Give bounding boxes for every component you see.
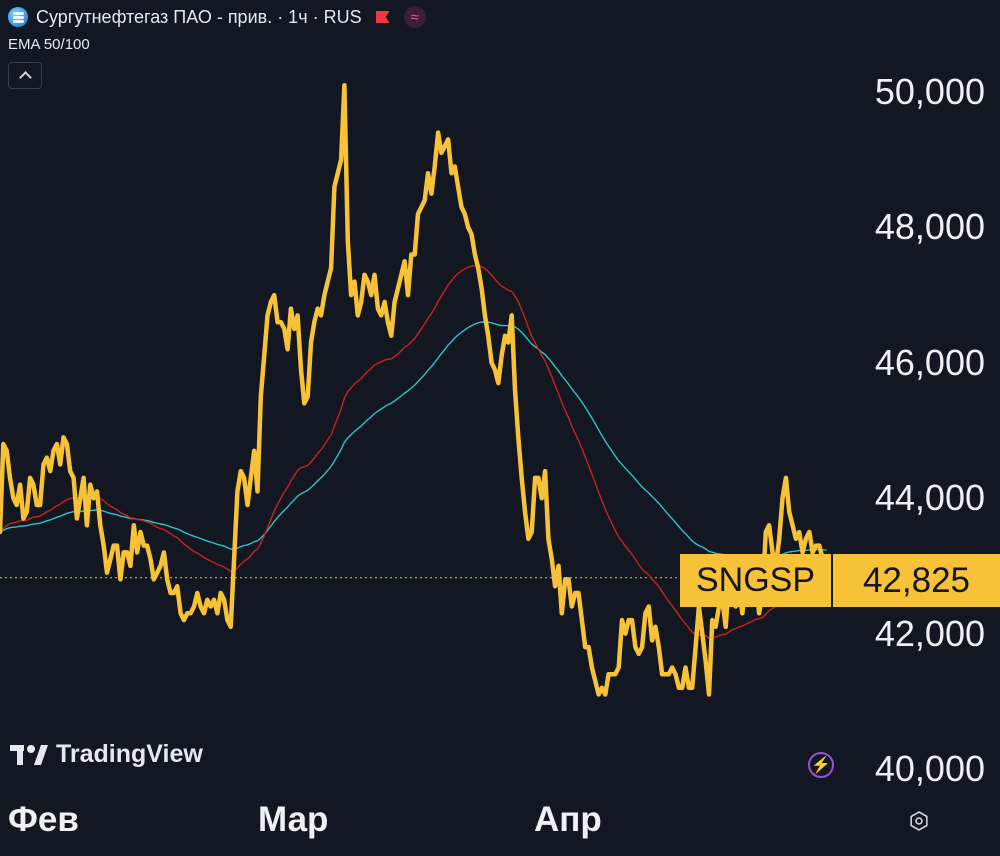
y-tick-label: 40,000 [874,748,985,789]
flag-icon[interactable] [375,11,390,23]
tradingview-logo-icon [10,744,48,765]
indicator-label[interactable]: EMA 50/100 [8,36,90,53]
ticker-label: SNGSP [680,554,831,607]
collapse-button[interactable] [8,62,42,89]
tradingview-logo[interactable]: TradingView [10,740,203,769]
y-tick-label: 44,000 [874,477,985,519]
ema100-line[interactable] [0,321,827,558]
symbol-logo-icon[interactable] [8,7,28,27]
x-tick-label: Мар [258,800,329,839]
chevron-up-icon [18,71,32,84]
y-tick-label: 48,000 [874,206,985,248]
y-tick-label: 46,000 [874,341,985,383]
x-tick-label: Апр [534,800,602,839]
approx-icon[interactable]: ≈ [403,6,426,28]
y-tick-label: 50,000 [874,71,985,112]
price-line[interactable] [0,82,829,697]
ema50-line[interactable] [0,264,827,639]
settings-icon[interactable] [908,810,930,832]
lightning-icon[interactable]: ⚡ [808,752,834,778]
x-tick-label: Фев [8,800,79,839]
symbol-title[interactable]: Сургутнефтегаз ПАО - прив. · 1ч · RUS [36,6,362,27]
y-tick-label: 42,000 [874,612,985,654]
chart-header: Сургутнефтегаз ПАО - прив. · 1ч · RUS ≈ [8,6,426,28]
last-price-label: 42,825 [833,554,1000,607]
tradingview-wordmark: TradingView [56,740,203,768]
